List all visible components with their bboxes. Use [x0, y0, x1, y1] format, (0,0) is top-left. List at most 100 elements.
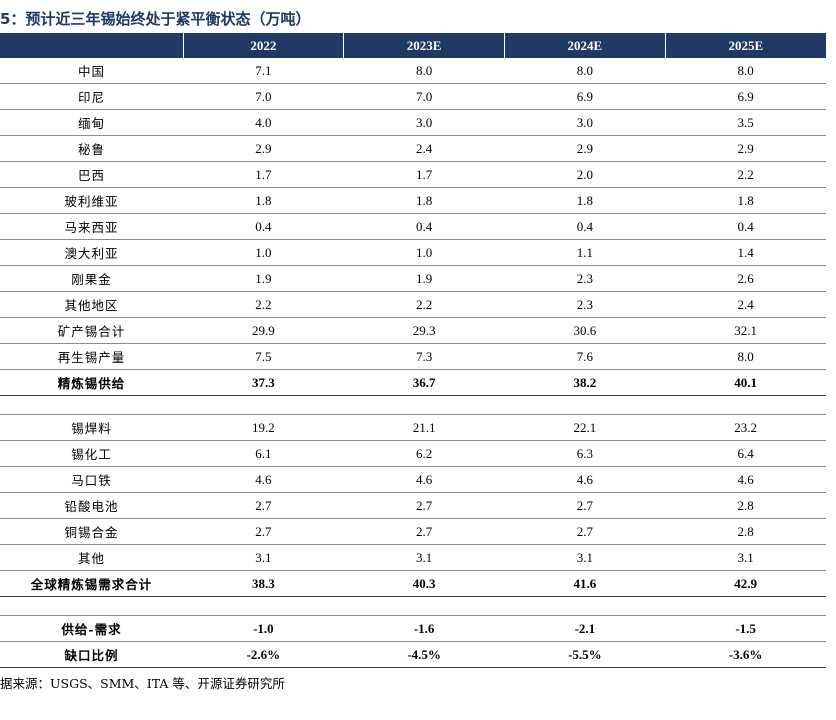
header-cell: 2022: [182, 33, 344, 58]
value-cell: 8.0: [504, 58, 666, 84]
row-label: 锡化工: [0, 440, 183, 467]
value-cell: 38.2: [504, 369, 666, 396]
value-cell: 1.0: [183, 239, 344, 266]
header-cell: 2024E: [504, 33, 666, 58]
value-cell: 40.1: [665, 369, 826, 396]
value-cell: 8.0: [665, 58, 826, 84]
table-row: 缺口比例 -2.6% -4.5% -5.5% -3.6%: [0, 641, 826, 668]
value-cell: 2.9: [183, 135, 344, 162]
table-row: 铜锡合金 2.7 2.7 2.7 2.8: [0, 518, 826, 545]
table-row: 再生锡产量 7.5 7.3 7.6 8.0: [0, 343, 826, 370]
table-row: 玻利维亚 1.8 1.8 1.8 1.8: [0, 187, 826, 214]
value-cell: 21.1: [343, 414, 505, 441]
value-cell: 8.0: [343, 58, 505, 84]
table-row: 马口铁 4.6 4.6 4.6 4.6: [0, 466, 826, 493]
value-cell: 1.9: [343, 265, 505, 292]
value-cell: 1.8: [504, 187, 666, 214]
row-label: 其他: [0, 544, 183, 571]
value-cell: 2.4: [343, 135, 505, 162]
value-cell: 32.1: [665, 317, 826, 344]
value-cell: 1.8: [343, 187, 505, 214]
row-label: 再生锡产量: [0, 343, 183, 370]
table-row: 全球精炼锡需求合计 38.3 40.3 41.6 42.9: [0, 570, 826, 597]
value-cell: 6.4: [665, 440, 826, 467]
value-cell: 2.9: [665, 135, 826, 162]
value-cell: 0.4: [504, 213, 666, 240]
table-row: 刚果金 1.9 1.9 2.3 2.6: [0, 265, 826, 292]
value-cell: 6.3: [504, 440, 666, 467]
value-cell: 1.4: [665, 239, 826, 266]
row-label: 澳大利亚: [0, 239, 183, 266]
value-cell: 6.9: [504, 83, 666, 110]
table-body: 中国 7.1 8.0 8.0 8.0 印尼 7.0 7.0 6.9 6.9 缅甸 4.0 3.0 3.0 3…: [0, 58, 826, 668]
row-label: 锡焊料: [0, 414, 183, 441]
spacer-cell: [0, 596, 826, 616]
value-cell: 3.0: [343, 109, 505, 136]
spacer-row: [0, 596, 826, 616]
value-cell: 2.2: [343, 291, 505, 318]
row-label: 秘鲁: [0, 135, 183, 162]
value-cell: 1.8: [183, 187, 344, 214]
value-cell: 42.9: [665, 570, 826, 597]
value-cell: 41.6: [504, 570, 666, 597]
value-cell: 23.2: [665, 414, 826, 441]
row-label: 刚果金: [0, 265, 183, 292]
value-cell: -5.5%: [504, 641, 666, 668]
value-cell: 22.1: [504, 414, 666, 441]
value-cell: -4.5%: [343, 641, 505, 668]
table-row: 铅酸电池 2.7 2.7 2.7 2.8: [0, 492, 826, 519]
value-cell: 7.1: [183, 58, 344, 84]
row-label: 印尼: [0, 83, 183, 110]
table-row: 其他 3.1 3.1 3.1 3.1: [0, 544, 826, 571]
row-label: 缺口比例: [0, 641, 183, 668]
value-cell: 2.7: [183, 492, 344, 519]
value-cell: 2.8: [665, 492, 826, 519]
value-cell: -2.6%: [183, 641, 344, 668]
value-cell: 29.9: [183, 317, 344, 344]
value-cell: 1.0: [343, 239, 505, 266]
value-cell: 2.8: [665, 518, 826, 545]
header-row: 2022 2023E 2024E 2025E: [0, 33, 826, 58]
value-cell: 0.4: [183, 213, 344, 240]
value-cell: 36.7: [343, 369, 505, 396]
value-cell: 6.2: [343, 440, 505, 467]
value-cell: 4.6: [504, 466, 666, 493]
table-row: 矿产锡合计 29.9 29.3 30.6 32.1: [0, 317, 826, 344]
value-cell: 3.1: [665, 544, 826, 571]
value-cell: 1.7: [183, 161, 344, 188]
header-cell: [0, 33, 183, 58]
row-label: 铜锡合金: [0, 518, 183, 545]
row-label: 马来西亚: [0, 213, 183, 240]
value-cell: 4.0: [183, 109, 344, 136]
value-cell: -2.1: [504, 615, 666, 642]
value-cell: -1.5: [665, 615, 826, 642]
table-row: 秘鲁 2.9 2.4 2.9 2.9: [0, 135, 826, 162]
value-cell: 2.6: [665, 265, 826, 292]
header-cell: 2023E: [343, 33, 505, 58]
row-label: 精炼锡供给: [0, 369, 183, 396]
value-cell: 2.7: [343, 518, 505, 545]
value-cell: 30.6: [504, 317, 666, 344]
value-cell: 3.0: [504, 109, 666, 136]
row-label: 玻利维亚: [0, 187, 183, 214]
value-cell: 0.4: [343, 213, 505, 240]
table-row: 巴西 1.7 1.7 2.0 2.2: [0, 161, 826, 188]
value-cell: 4.6: [665, 466, 826, 493]
table-row: 供给-需求 -1.0 -1.6 -2.1 -1.5: [0, 615, 826, 642]
table-row: 中国 7.1 8.0 8.0 8.0: [0, 58, 826, 84]
row-label: 马口铁: [0, 466, 183, 493]
value-cell: 3.1: [504, 544, 666, 571]
value-cell: 8.0: [665, 343, 826, 370]
row-label: 供给-需求: [0, 615, 183, 642]
source-note: 据来源：USGS、SMM、ITA 等、开源证券研究所: [0, 676, 285, 691]
row-label: 中国: [0, 58, 183, 84]
table-row: 澳大利亚 1.0 1.0 1.1 1.4: [0, 239, 826, 266]
row-label: 巴西: [0, 161, 183, 188]
row-label: 其他地区: [0, 291, 183, 318]
row-label: 矿产锡合计: [0, 317, 183, 344]
value-cell: 6.1: [183, 440, 344, 467]
value-cell: 3.5: [665, 109, 826, 136]
value-cell: 7.0: [343, 83, 505, 110]
value-cell: 2.2: [183, 291, 344, 318]
value-cell: 6.9: [665, 83, 826, 110]
